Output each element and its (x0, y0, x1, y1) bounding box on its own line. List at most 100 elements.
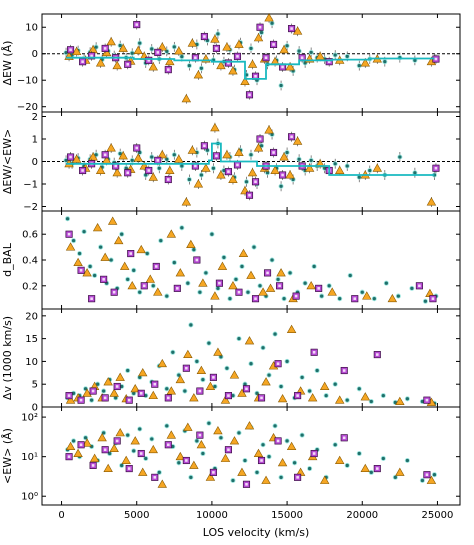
circle-marker (382, 59, 388, 65)
triangle-marker (220, 453, 231, 462)
circle-marker (422, 298, 428, 304)
circle-marker (200, 450, 206, 457)
circle-marker (299, 432, 305, 438)
panel-1-ytick-label: −10 (17, 76, 38, 87)
triangle-marker (261, 475, 271, 484)
circle-marker (404, 457, 410, 464)
square-marker-center (135, 23, 139, 26)
circle-marker (332, 442, 338, 448)
circle-marker (176, 460, 182, 466)
triangle-marker (65, 441, 76, 451)
circle-marker (119, 462, 125, 468)
panel-5-y-axis-title: <EW> (Å) (1, 428, 14, 484)
panel-5-ytick-label: 10⁰ (21, 492, 38, 503)
square-marker-center (79, 443, 83, 447)
triangle-marker (112, 167, 122, 177)
circle-marker (284, 358, 290, 364)
square-marker-center (237, 290, 241, 294)
circle-marker (284, 43, 290, 49)
circle-marker (307, 466, 313, 472)
triangle-marker (277, 393, 288, 403)
square-marker-center (139, 392, 143, 395)
square-marker-center (194, 56, 197, 60)
x-tick-label: 5000 (124, 510, 149, 521)
circle-marker (71, 438, 77, 444)
circle-marker (344, 462, 350, 468)
triangle-marker (270, 165, 280, 174)
circle-marker (129, 157, 135, 163)
triangle-marker (115, 372, 125, 381)
circle-marker (260, 345, 266, 351)
circle-marker (409, 285, 415, 291)
triangle-marker (71, 46, 82, 56)
triangle-marker (187, 38, 198, 47)
square-marker-center (91, 464, 95, 467)
panel-2-ytick-label: −2 (23, 202, 38, 213)
square-marker-center (227, 61, 230, 65)
triangle-marker (360, 463, 370, 473)
circle-marker (254, 469, 260, 475)
triangle-marker (92, 222, 103, 232)
triangle-marker (362, 291, 372, 300)
square-marker-center (81, 60, 84, 63)
panel-4-ytick-label: 5 (32, 380, 38, 391)
square-marker-center (272, 151, 275, 154)
triangle-marker (234, 39, 244, 48)
square-marker-center (296, 394, 299, 397)
circle-marker (149, 46, 155, 52)
triangle-marker (237, 388, 247, 397)
circle-marker (275, 276, 281, 282)
circle-marker (218, 435, 224, 441)
square-marker-center (215, 47, 218, 50)
triangle-marker (138, 467, 148, 476)
triangle-marker (121, 455, 131, 464)
circle-marker (287, 270, 293, 276)
square-marker-center (227, 448, 230, 451)
triangle-marker (210, 122, 220, 132)
circle-marker (215, 285, 221, 291)
triangle-marker (253, 33, 264, 42)
triangle-marker (307, 393, 318, 402)
square-marker-center (126, 171, 130, 175)
circle-marker (179, 225, 185, 231)
triangle-marker (65, 395, 76, 404)
panel-4-ytick-label: 15 (25, 334, 38, 345)
circle-marker (323, 393, 329, 399)
triangle-marker (153, 287, 163, 296)
square-marker-center (312, 351, 316, 354)
circle-marker (431, 472, 437, 478)
circle-marker (296, 48, 302, 54)
panel-4-ytick-label: 0 (32, 403, 38, 414)
circle-marker (188, 474, 194, 480)
triangle-marker (334, 395, 345, 404)
square-marker-center (90, 54, 93, 58)
square-marker-center (156, 159, 160, 162)
triangle-marker (174, 154, 184, 163)
circle-marker (171, 152, 177, 158)
square-marker-center (67, 394, 71, 397)
square-marker-center (114, 164, 117, 168)
triangle-marker (97, 432, 107, 442)
triangle-marker (264, 125, 274, 134)
circle-marker (404, 396, 410, 402)
circle-marker (200, 377, 206, 383)
triangle-marker (181, 93, 192, 103)
circle-marker (419, 477, 425, 484)
triangle-marker (285, 170, 295, 179)
square-marker-center (258, 25, 262, 29)
circle-marker (269, 20, 275, 26)
triangle-marker (148, 62, 158, 71)
circle-marker (332, 381, 338, 387)
square-marker-center (296, 476, 299, 479)
circle-marker (164, 293, 170, 299)
triangle-marker (387, 293, 398, 303)
panel-2-ytick-label: 1 (32, 135, 38, 146)
triangle-marker (145, 274, 155, 283)
circle-marker (307, 388, 313, 394)
circle-marker (194, 438, 200, 444)
circle-marker (308, 157, 314, 163)
circle-marker (356, 386, 362, 392)
square-marker-center (203, 144, 206, 148)
triangle-marker (118, 43, 128, 52)
square-marker-center (294, 294, 298, 298)
